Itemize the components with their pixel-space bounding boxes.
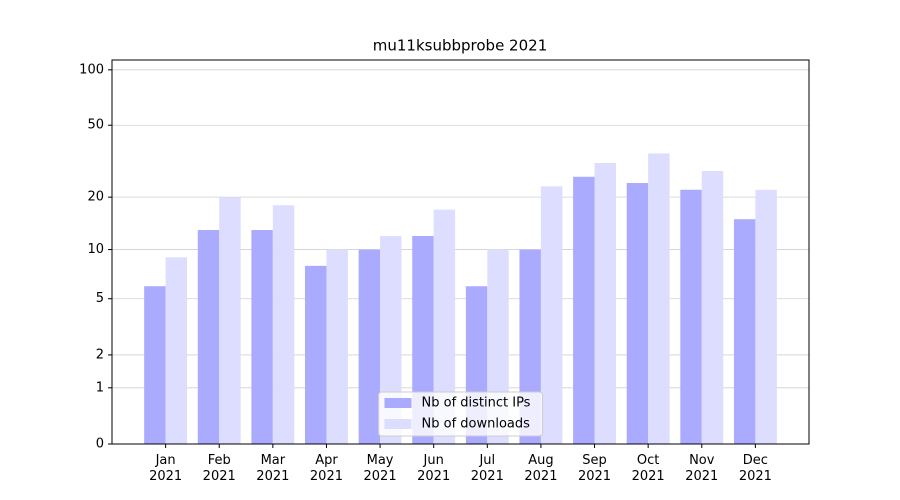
x-tick-label: Dec 2021 [738, 453, 772, 484]
bar [251, 230, 273, 444]
bar [433, 209, 456, 444]
bar [165, 257, 188, 444]
plot-frame [111, 59, 810, 445]
bar [144, 286, 166, 444]
bar [626, 183, 649, 445]
bar [540, 186, 563, 444]
legend-swatch [384, 419, 412, 429]
bar [755, 189, 777, 444]
bar [701, 170, 724, 444]
x-tick-label: Sep 2021 [577, 453, 612, 484]
legend-label: Nb of distinct IPs [422, 396, 531, 411]
x-tick-label: Jun 2021 [417, 453, 451, 484]
y-tick-label: 5 [96, 291, 104, 306]
y-tick-label: 100 [79, 62, 104, 77]
bar [733, 219, 756, 444]
x-tick-label: Mar 2021 [256, 453, 290, 484]
legend-swatch [384, 398, 412, 408]
y-tick-label: 1 [96, 380, 104, 395]
x-tick-label: Jan 2021 [149, 453, 183, 484]
x-tick-label: Apr 2021 [309, 453, 343, 484]
x-tick-label: Jul 2021 [470, 453, 504, 484]
chart-title: mu11ksubbprobe 2021 [373, 37, 548, 55]
legend-box [378, 391, 543, 437]
bar [680, 189, 702, 444]
legend-label: Nb of downloads [422, 417, 531, 432]
y-tick-label: 20 [87, 190, 104, 205]
y-tick-label: 2 [96, 347, 104, 362]
y-tick-label: 10 [87, 242, 104, 257]
bar [594, 163, 616, 444]
x-tick-label: May 2021 [363, 453, 397, 484]
y-tick-label: 0 [96, 437, 104, 452]
x-tick-label: Nov 2021 [685, 453, 719, 484]
bar [197, 230, 220, 444]
x-tick-label: Feb 2021 [202, 453, 236, 484]
bar [648, 153, 670, 444]
y-tick-label: 50 [87, 118, 104, 133]
bar [272, 205, 295, 444]
bar [305, 265, 327, 444]
x-tick-label: Oct 2021 [631, 453, 665, 484]
bar [219, 197, 241, 444]
bar [326, 249, 348, 444]
x-tick-label: Aug 2021 [524, 453, 558, 484]
bar [573, 176, 595, 444]
bar [358, 249, 381, 444]
